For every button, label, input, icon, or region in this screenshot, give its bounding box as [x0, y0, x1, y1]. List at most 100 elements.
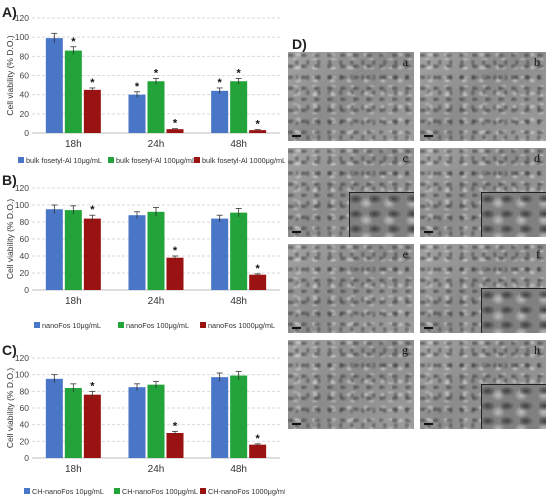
y-tick-label: 60 [20, 403, 30, 413]
bar [128, 215, 146, 290]
y-tick-label: 120 [15, 353, 29, 363]
y-tick-label: 120 [15, 183, 29, 193]
legend-swatch [194, 157, 200, 163]
bar [45, 378, 63, 458]
magnified-inset [481, 192, 546, 237]
micrograph-f: f [420, 244, 546, 333]
bar [211, 218, 229, 290]
y-tick-label: 0 [24, 285, 29, 295]
bar [211, 377, 229, 458]
bar [230, 212, 248, 290]
micrograph-letter: c [402, 151, 408, 165]
legend-swatch [200, 488, 206, 494]
bar [147, 211, 165, 290]
cell-texture [288, 340, 414, 429]
bar [64, 50, 82, 134]
micrograph-letter: d [534, 151, 540, 165]
x-tick-label: 48h [230, 139, 247, 150]
bar [83, 89, 101, 133]
panel-label-b: B) [2, 172, 17, 188]
micrograph-letter: a [402, 55, 408, 69]
micrograph-b: b [420, 52, 546, 141]
y-tick-label: 60 [20, 71, 30, 81]
significance-star: * [256, 433, 261, 445]
cell-texture [288, 244, 414, 333]
bar [166, 129, 184, 133]
micrograph-letter: f [536, 247, 540, 261]
legend-label: nanoFos 10μg/mL [42, 321, 101, 330]
scale-bar [424, 423, 433, 425]
bar [230, 81, 248, 133]
legend-swatch [108, 157, 114, 163]
micrograph-h: h [420, 340, 546, 429]
x-tick-label: 48h [230, 464, 247, 475]
y-tick-label: 20 [20, 436, 30, 446]
cell-texture [420, 52, 546, 141]
significance-star: * [90, 380, 95, 392]
legend-swatch [114, 488, 120, 494]
scale-bar [292, 135, 301, 137]
y-tick-label: 60 [20, 234, 30, 244]
bar [166, 433, 184, 458]
micrograph-letter: g [402, 343, 408, 357]
y-tick-label: 100 [15, 370, 29, 380]
bar [128, 94, 146, 133]
y-tick-label: 80 [20, 386, 30, 396]
scale-bar [292, 327, 301, 329]
bar [128, 387, 146, 458]
significance-star: * [90, 204, 95, 216]
micrograph-letter: b [534, 55, 540, 69]
y-tick-label: 20 [20, 268, 30, 278]
significance-star: * [154, 67, 159, 79]
bar [45, 209, 63, 290]
micrograph-grid: a b c d e f g h [288, 52, 546, 430]
bar [45, 38, 63, 133]
legend-swatch [118, 322, 124, 328]
magnified-inset [349, 192, 414, 237]
bar [64, 388, 82, 458]
cell-texture [288, 52, 414, 141]
x-tick-label: 18h [65, 139, 82, 150]
micrograph-d: d [420, 148, 546, 237]
significance-star: * [218, 77, 223, 89]
micrograph-g: g [288, 340, 414, 429]
legend-label: CH-nanoFos 10μg/mL [32, 487, 104, 496]
significance-star: * [237, 67, 242, 79]
micrograph-letter: h [534, 343, 540, 357]
y-axis-label: Cell viability (% D.O.) [5, 35, 15, 115]
micrograph-letter: e [402, 247, 408, 261]
bar [147, 81, 165, 133]
chart-a: 0 20 40 60 80 100 120 Cell viability (% D.O.) * *… [5, 13, 285, 165]
bar [249, 444, 267, 458]
magnified-inset [481, 384, 546, 429]
y-tick-label: 0 [24, 128, 29, 138]
bar [211, 90, 229, 133]
legend-swatch [18, 157, 24, 163]
y-tick-label: 40 [20, 420, 30, 430]
bar [83, 218, 101, 290]
magnified-inset [481, 288, 546, 333]
bar [249, 274, 267, 290]
bar [83, 394, 101, 458]
legend-label: bulk fosetyl-Al 1000μg/mL [202, 156, 285, 165]
significance-star: * [256, 119, 261, 131]
panel-label-c: C) [2, 342, 17, 358]
significance-star: * [71, 36, 76, 48]
scale-bar [424, 327, 433, 329]
bar [166, 257, 184, 290]
x-tick-label: 18h [65, 296, 82, 307]
y-tick-label: 20 [20, 109, 30, 119]
significance-star: * [173, 245, 178, 257]
legend-label: CH-nanoFos 100μg/mL [122, 487, 198, 496]
x-tick-label: 48h [230, 296, 247, 307]
micrograph-c: c [288, 148, 414, 237]
x-tick-label: 24h [148, 464, 165, 475]
significance-star: * [90, 77, 95, 89]
legend-swatch [24, 488, 30, 494]
y-tick-label: 80 [20, 51, 30, 61]
panel-label-a: A) [2, 4, 17, 20]
x-tick-label: 24h [148, 139, 165, 150]
bar [249, 130, 267, 133]
scale-bar [292, 231, 301, 233]
